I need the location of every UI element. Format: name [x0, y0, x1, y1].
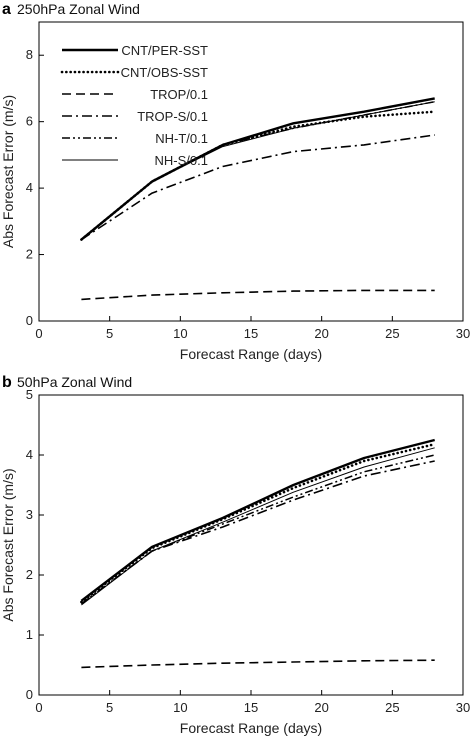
series-line-solid-thick	[80, 438, 435, 602]
y-tick-label: 1	[26, 627, 33, 642]
x-tick-label: 25	[385, 326, 399, 341]
legend-label: CNT/OBS-SST	[121, 65, 208, 80]
plot-frame	[38, 21, 464, 322]
legend-label: TROP/0.1	[150, 87, 208, 102]
x-tick-label: 10	[173, 326, 187, 341]
x-axis-label: Forecast Range (days)	[180, 346, 322, 362]
x-tick-label: 20	[314, 700, 328, 715]
y-tick-label: 3	[26, 507, 33, 522]
legend-label: NH-S/0.1	[155, 153, 208, 168]
chart-panel-a: a 250hPa Zonal Wind 0 5 10 15 20 25 30 0 2 4 6 8 Forec…	[0, 1, 470, 362]
y-tick-label: 2	[26, 247, 33, 262]
x-tick-label: 10	[173, 700, 187, 715]
series-line-solid-thin	[81, 101, 435, 240]
series-line-dashed	[81, 289, 435, 301]
x-tick-label: 15	[244, 700, 258, 715]
x-tick-label: 30	[456, 326, 470, 341]
x-tick-label: 25	[385, 700, 399, 715]
y-tick-label: 4	[26, 447, 33, 462]
panel-title: 50hPa Zonal Wind	[17, 374, 132, 390]
x-tick-label: 15	[244, 326, 258, 341]
x-tick-label: 5	[106, 326, 113, 341]
x-tick-label: 30	[456, 700, 470, 715]
y-tick-label: 5	[26, 387, 33, 402]
x-tick-label: 5	[106, 700, 113, 715]
series-line-dashed	[81, 659, 435, 669]
series-line-solid-thick	[80, 97, 435, 241]
y-tick-label: 0	[26, 687, 33, 702]
y-axis-label: Abs Forecast Error (m/s)	[0, 95, 16, 248]
legend-label: CNT/PER-SST	[121, 43, 208, 58]
y-tick-label: 4	[26, 180, 33, 195]
panel-letter: a	[2, 1, 11, 18]
legend-label: NH-T/0.1	[155, 131, 208, 146]
panel-letter: b	[2, 374, 12, 391]
series-line-dotted	[80, 110, 437, 241]
series-line-dashdotdot	[80, 454, 435, 605]
x-tick-label: 0	[35, 326, 42, 341]
series-line-dashdot	[80, 460, 435, 605]
x-tick-label: 20	[314, 326, 328, 341]
series-line-solid-thin	[81, 447, 435, 606]
panel-title: 250hPa Zonal Wind	[17, 1, 140, 17]
y-axis-label: Abs Forecast Error (m/s)	[0, 468, 16, 621]
x-axis-label: Forecast Range (days)	[180, 720, 322, 736]
series-line-dotted	[80, 442, 437, 604]
series-line-dashdot	[80, 134, 435, 241]
y-tick-label: 6	[26, 114, 33, 129]
plot-frame	[38, 394, 464, 696]
y-tick-label: 2	[26, 567, 33, 582]
y-tick-label: 0	[26, 313, 33, 328]
legend-label: TROP-S/0.1	[137, 109, 208, 124]
series-line-dashdotdot	[80, 100, 435, 241]
y-tick-label: 8	[26, 47, 33, 62]
chart-panel-b: b 50hPa Zonal Wind 0 5 10 15 20 25 30 0 1 2 3 4 5 Forec…	[0, 374, 470, 736]
x-tick-label: 0	[35, 700, 42, 715]
